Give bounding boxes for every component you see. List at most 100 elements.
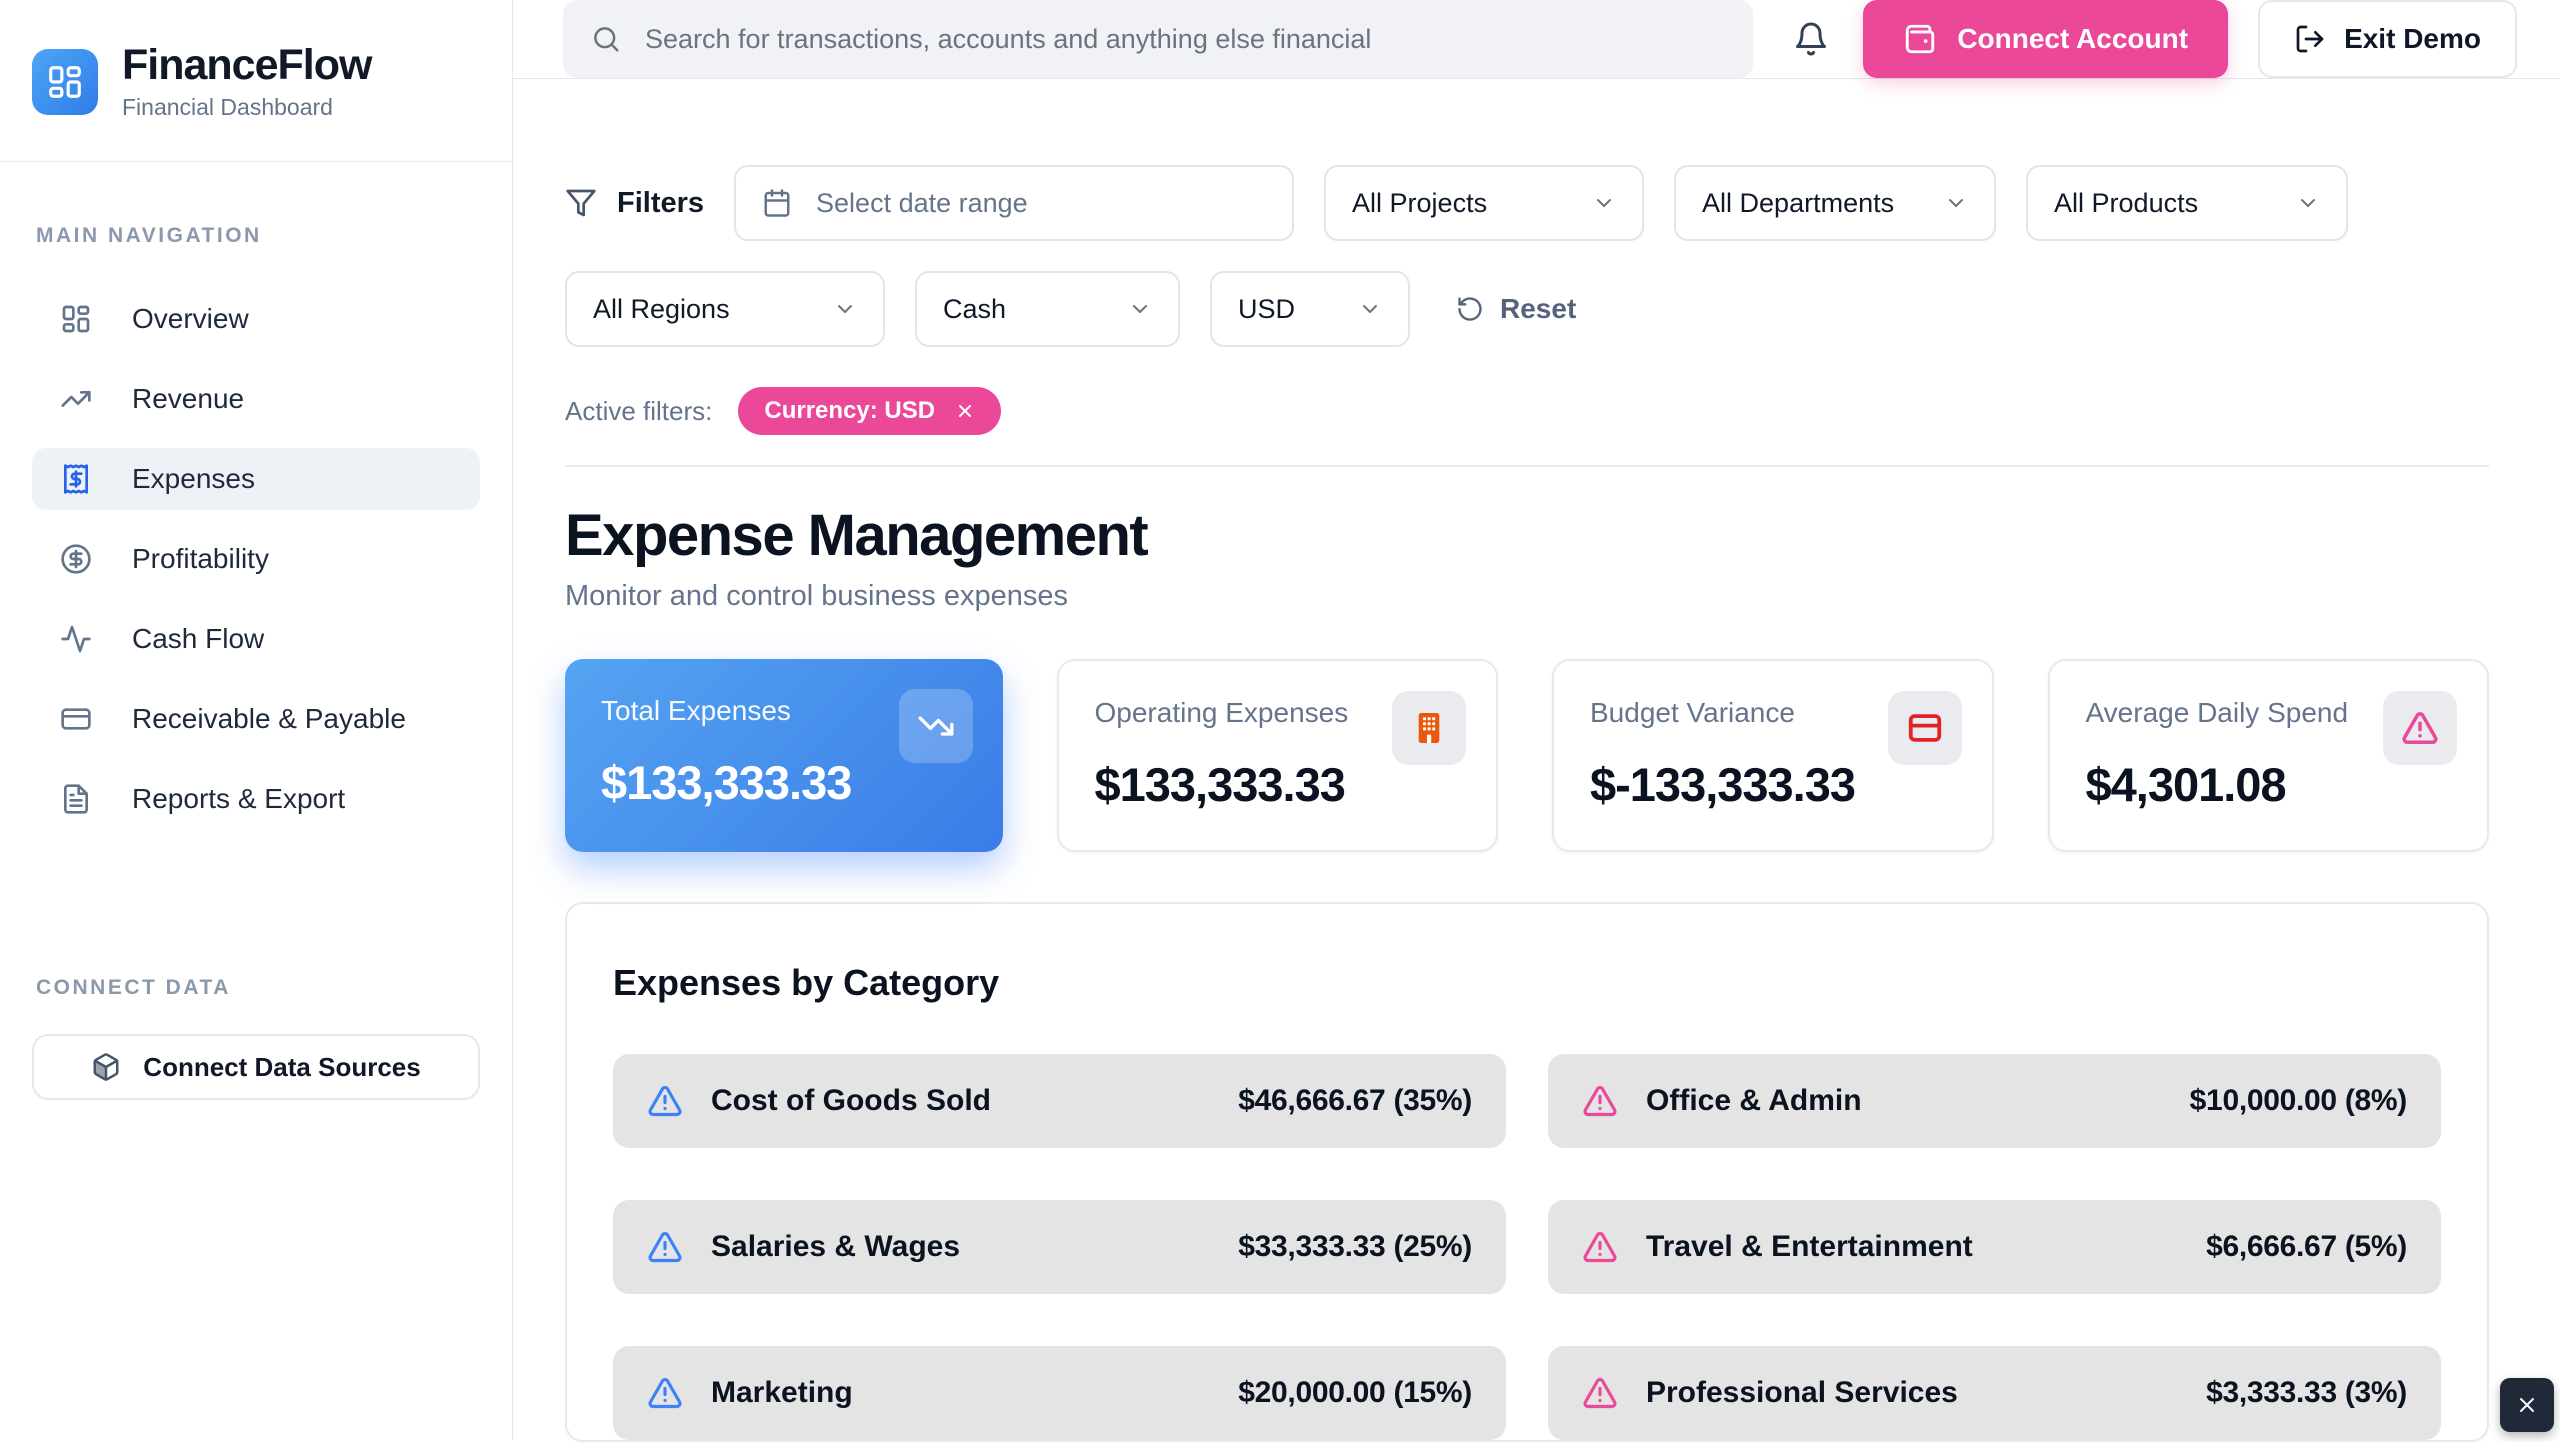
stat-cards: Total Expenses $133,333.33 Operating Exp… [565,658,2489,852]
category-row-travel-entertainment[interactable]: Travel & Entertainment $6,666.67 (5%) [1548,1199,2441,1294]
alert-triangle-icon [647,1229,683,1265]
trending-up-icon [60,383,92,415]
trending-down-icon [898,688,973,763]
search-icon [591,24,621,54]
chevron-down-icon [2296,191,2320,215]
app-title: FinanceFlow [122,41,372,89]
app-logo-icon [32,48,98,115]
category-row-marketing[interactable]: Marketing $20,000.00 (15%) [613,1345,1506,1440]
chevron-down-icon [833,297,857,321]
stat-label: Average Daily Spend [2085,696,2349,728]
category-value: $3,333.33 (3%) [2206,1375,2407,1409]
notifications-bell-icon[interactable] [1789,17,1833,61]
close-overlay-button[interactable] [2500,1378,2554,1432]
global-search[interactable] [563,0,1754,78]
chevron-down-icon [1944,191,1968,215]
connect-data-section: CONNECT DATA Connect Data Sources [0,976,512,1100]
page-subtitle: Monitor and control business expenses [565,579,1068,612]
category-row-professional-services[interactable]: Professional Services $3,333.33 (3%) [1548,1345,2441,1440]
stat-card-average-daily-spend[interactable]: Average Daily Spend $4,301.08 [2047,658,2489,852]
regions-dropdown[interactable]: All Regions [565,271,885,347]
sidebar-item-label: Receivable & Payable [132,703,406,734]
circle-dollar-icon [60,543,92,575]
stat-value: $133,333.33 [601,755,852,809]
connect-section-heading: CONNECT DATA [36,976,231,999]
alert-triangle-icon [647,1375,683,1411]
close-icon [2515,1393,2539,1417]
currency-dropdown[interactable]: USD [1210,271,1410,347]
date-range-picker[interactable]: Select date range [734,165,1295,241]
wallet-icon [1903,22,1937,56]
sidebar-item-label: Cash Flow [132,623,265,654]
section-divider [565,465,2489,467]
alert-triangle-icon [647,1083,683,1119]
page-title: Expense Management [565,503,1149,568]
category-row-salaries-wages[interactable]: Salaries & Wages $33,333.33 (25%) [613,1199,1506,1294]
alert-triangle-icon [2383,690,2457,765]
stat-label: Operating Expenses [1094,696,1349,728]
projects-dropdown[interactable]: All Projects [1324,165,1645,241]
reset-label: Reset [1500,293,1577,324]
chevron-down-icon [1358,297,1382,321]
sidebar-item-profitability[interactable]: Profitability [32,528,480,590]
category-label: Salaries & Wages [711,1229,961,1263]
category-row-cost-of-goods-sold[interactable]: Cost of Goods Sold $46,666.67 (35%) [613,1053,1506,1148]
expenses-by-category-panel: Expenses by Category Cost of Goods Sold … [565,901,2489,1442]
dashboard-icon [60,303,92,335]
chevron-down-icon [1592,191,1616,215]
connect-data-sources-label: Connect Data Sources [143,1051,421,1082]
app-tagline: Financial Dashboard [122,94,333,120]
category-label: Cost of Goods Sold [711,1083,991,1117]
category-value: $46,666.67 (35%) [1238,1083,1472,1117]
search-input[interactable] [643,22,1726,56]
sidebar-item-receivable-payable[interactable]: Receivable & Payable [32,688,480,750]
chevron-down-icon [1128,297,1152,321]
sidebar-item-label: Reports & Export [132,783,346,814]
sidebar-item-overview[interactable]: Overview [32,288,480,350]
sidebar-item-reports-export[interactable]: Reports & Export [32,768,480,830]
nav-section-heading: MAIN NAVIGATION [36,224,262,247]
stat-value: $133,333.33 [1094,757,1346,811]
sidebar-item-revenue[interactable]: Revenue [32,368,480,430]
active-filter-chip-currency[interactable]: Currency: USD [738,387,1002,435]
filters-row-1: Filters Select date range All Projects A… [565,165,2489,241]
funnel-icon [565,187,597,219]
sidebar-item-label: Revenue [132,383,245,414]
category-label: Travel & Entertainment [1646,1229,1973,1263]
credit-card-icon [60,703,92,735]
category-value: $10,000.00 (8%) [2189,1083,2408,1117]
category-value: $33,333.33 (25%) [1238,1229,1472,1263]
products-dropdown[interactable]: All Products [2026,165,2349,241]
category-row-office-admin[interactable]: Office & Admin $10,000.00 (8%) [1548,1053,2441,1148]
alert-triangle-icon [1582,1229,1618,1265]
stat-value: $4,301.08 [2085,757,2287,811]
activity-icon [60,623,92,655]
category-value: $6,666.67 (5%) [2206,1229,2407,1263]
stat-card-operating-expenses[interactable]: Operating Expenses $133,333.33 [1056,658,1498,852]
credit-card-icon [1887,690,1962,765]
calendar-icon [762,188,792,218]
main-area: Connect Account Exit Demo Filters Select… [513,0,2560,1442]
active-filters-label: Active filters: [565,395,713,426]
stat-card-budget-variance[interactable]: Budget Variance $-133,333.33 [1552,658,1994,852]
sidebar-item-expenses[interactable]: Expenses [32,448,480,510]
main-navigation: MAIN NAVIGATION Overview Revenue Expense… [0,162,512,848]
topbar: Connect Account Exit Demo [513,0,2560,79]
active-filters: Active filters: Currency: USD [565,387,2489,435]
connect-account-button[interactable]: Connect Account [1863,0,2229,78]
exit-demo-button[interactable]: Exit Demo [2258,0,2517,78]
reset-filters-button[interactable]: Reset [1450,292,1582,326]
content: Filters Select date range All Projects A… [513,79,2560,1442]
stat-card-total-expenses[interactable]: Total Expenses $133,333.33 [565,658,1003,852]
remove-filter-icon[interactable] [955,401,975,421]
active-filter-chip-text: Currency: USD [764,397,936,424]
sidebar-item-cash-flow[interactable]: Cash Flow [32,608,480,670]
panel-title: Expenses by Category [613,961,1000,1003]
stat-value: $-133,333.33 [1590,757,1856,811]
connect-data-sources-button[interactable]: Connect Data Sources [32,1034,480,1100]
file-text-icon [60,783,92,815]
stat-label: Budget Variance [1590,696,1795,728]
payment-method-dropdown[interactable]: Cash [915,271,1180,347]
departments-dropdown[interactable]: All Departments [1674,165,1997,241]
